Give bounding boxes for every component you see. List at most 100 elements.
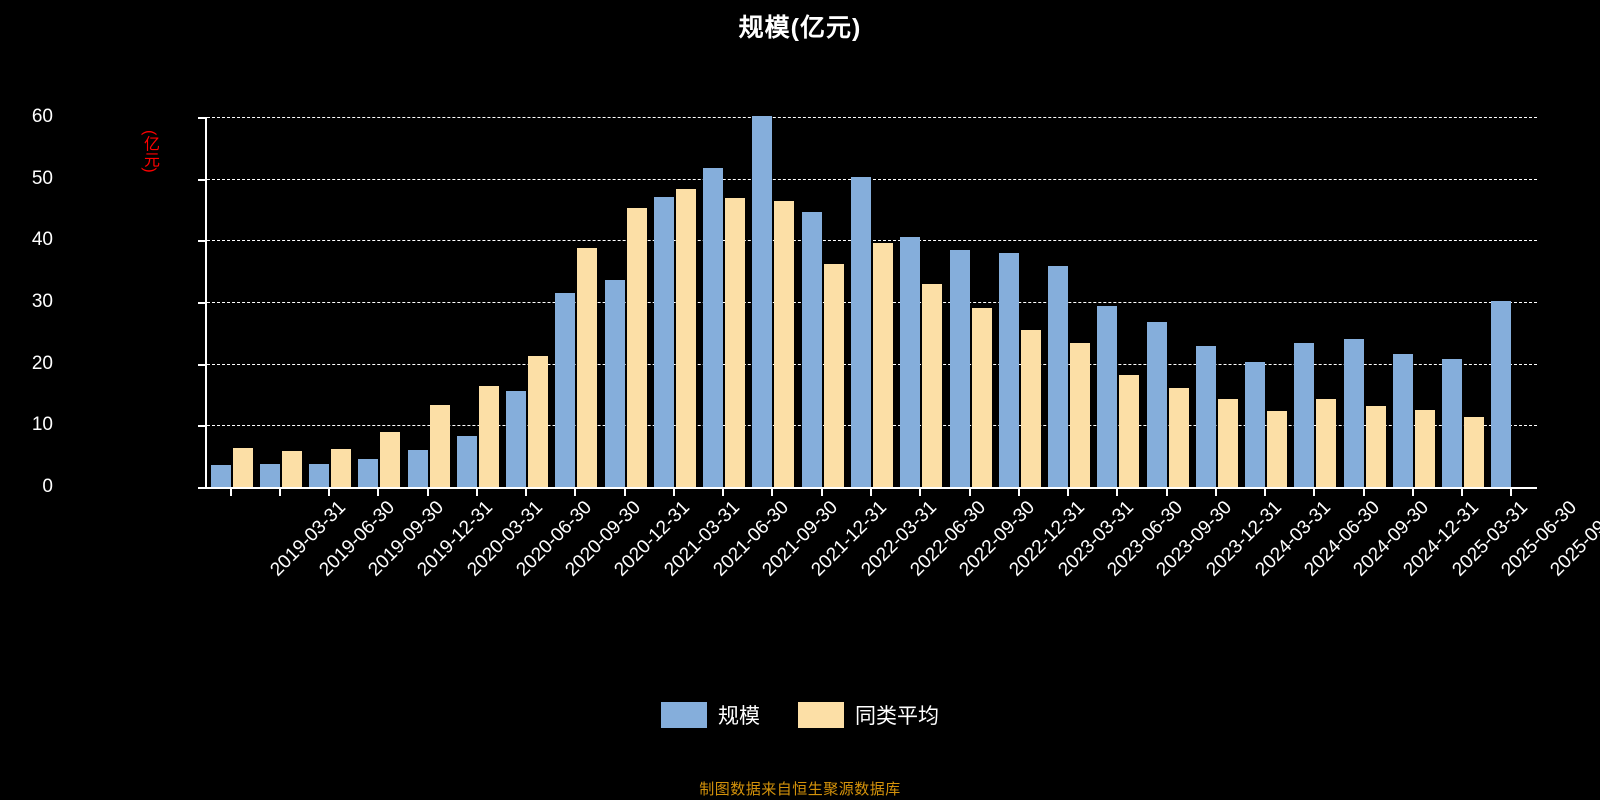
bar-group <box>995 117 1044 487</box>
legend-item-1[interactable]: 同类平均 <box>798 700 939 730</box>
chart-legend: 规模 同类平均 <box>0 700 1600 730</box>
x-tick-mark <box>1067 489 1070 496</box>
bar <box>998 252 1019 487</box>
bar-group <box>1291 117 1340 487</box>
legend-swatch-regui <box>661 702 707 728</box>
bar <box>1048 265 1069 487</box>
bar-group <box>1094 117 1143 487</box>
x-tick-mark <box>475 489 478 496</box>
legend-label-0: 规模 <box>718 705 760 728</box>
x-tick-mark <box>426 489 429 496</box>
chart-title: 规模(亿元) <box>738 14 862 42</box>
bar <box>1491 301 1512 487</box>
y-tick-mark <box>198 117 205 119</box>
y-tick-mark <box>198 178 205 181</box>
bar <box>1267 411 1288 487</box>
x-tick-mark <box>1411 489 1414 496</box>
y-axis-label: (亿元) <box>141 130 158 173</box>
bar <box>1070 343 1091 487</box>
x-tick-mark <box>1510 489 1513 496</box>
bar <box>1217 398 1238 487</box>
x-tick-mark <box>1264 489 1267 496</box>
bar <box>801 211 822 487</box>
gridline <box>207 302 1537 303</box>
y-tick-mark <box>198 240 205 243</box>
bar-group <box>552 117 601 487</box>
bar <box>604 279 625 487</box>
bar-group <box>207 117 256 487</box>
bar <box>1343 339 1364 487</box>
x-tick-mark <box>722 489 725 496</box>
legend-label-1: 同类平均 <box>855 705 939 728</box>
bar <box>1168 388 1189 487</box>
bar-group <box>1438 117 1487 487</box>
legend-item-0[interactable]: 规模 <box>661 700 760 730</box>
y-tick-label: 30 <box>31 291 53 312</box>
bar <box>626 208 647 487</box>
bar-group <box>1340 117 1389 487</box>
bar <box>380 431 401 487</box>
x-tick-mark <box>525 489 528 496</box>
x-tick-mark <box>919 489 922 496</box>
gridline <box>207 178 1537 180</box>
x-tick-mark <box>672 489 675 496</box>
bar-group <box>601 117 650 487</box>
bar <box>210 465 231 487</box>
bar <box>1294 342 1315 487</box>
gridline <box>207 363 1537 365</box>
bar <box>675 188 696 487</box>
bar <box>1020 329 1041 487</box>
bar <box>232 448 253 487</box>
bar <box>1464 417 1485 487</box>
x-tick-mark <box>229 489 232 496</box>
bar <box>577 247 598 487</box>
x-tick-mark <box>870 489 872 496</box>
y-tick-label: 0 <box>42 476 53 497</box>
bar-group <box>1143 117 1192 487</box>
x-tick-mark <box>1214 489 1217 496</box>
bar-group <box>897 117 946 487</box>
x-tick-mark <box>574 489 577 496</box>
bar <box>900 236 921 487</box>
x-tick-mark <box>623 489 626 496</box>
x-axis-ticks <box>205 489 1535 499</box>
legend-swatch-tonglei <box>798 702 844 728</box>
x-axis-labels: 2019-03-31 2019-06-30 2019-09-30 2019-12-31… <box>205 497 1600 617</box>
bar <box>1365 406 1386 487</box>
y-tick-label: 20 <box>31 352 53 374</box>
x-tick-mark <box>1313 489 1316 496</box>
bar <box>429 404 450 487</box>
x-tick-mark <box>377 489 380 496</box>
x-tick-mark <box>968 489 971 496</box>
bar-group <box>650 117 699 487</box>
y-tick-mark <box>198 302 205 304</box>
bar <box>555 293 576 487</box>
bar <box>949 250 970 487</box>
x-tick-mark <box>1116 489 1119 496</box>
bar-group <box>798 117 847 487</box>
footnote: 制图数据来自恒生聚源数据库 <box>699 781 901 798</box>
bar-group <box>1044 117 1093 487</box>
bar <box>1442 359 1463 487</box>
bar <box>1097 305 1118 487</box>
x-tick-mark <box>1461 489 1464 496</box>
plot-area <box>205 116 1537 489</box>
bar-group <box>1389 117 1438 487</box>
bar <box>259 463 280 487</box>
gridline <box>207 117 1537 118</box>
bar-group <box>1488 117 1537 487</box>
x-tick-mark <box>278 489 281 496</box>
bar <box>850 176 871 487</box>
x-tick-mark <box>1362 489 1365 496</box>
bar-group <box>404 117 453 487</box>
bar <box>407 450 428 487</box>
bar <box>478 385 499 487</box>
bar-group <box>946 117 995 487</box>
bar-series-container <box>207 116 1537 487</box>
bar-group <box>847 117 896 487</box>
x-tick-mark <box>771 489 774 496</box>
bar <box>653 197 674 487</box>
bar <box>506 391 527 487</box>
bar <box>1245 362 1266 487</box>
y-tick-mark <box>198 363 205 366</box>
